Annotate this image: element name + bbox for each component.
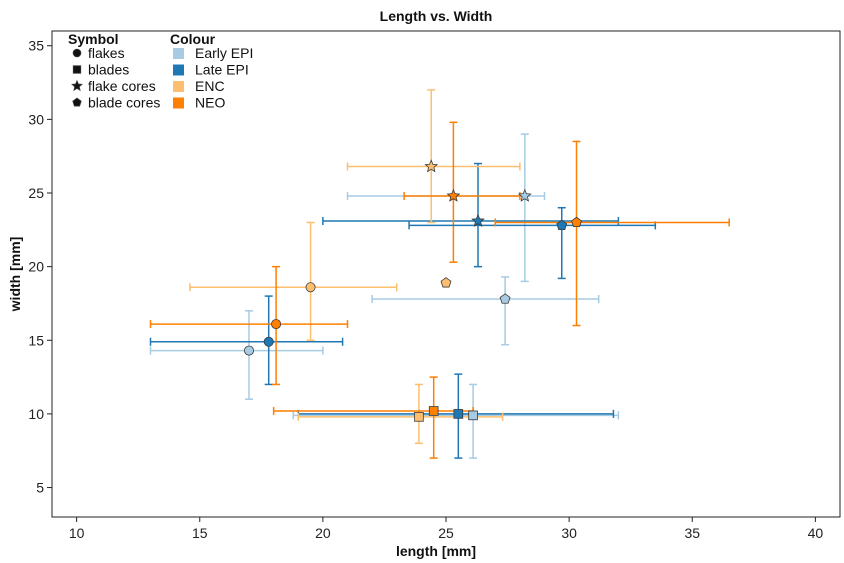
y-axis-title: width [mm] xyxy=(7,237,23,313)
blade-cores-enc-point xyxy=(440,277,452,288)
error-bars xyxy=(149,89,730,459)
legend-swatch-late-epi xyxy=(173,64,184,76)
flakes-early-epi-point xyxy=(243,345,254,356)
y-tick-label: 20 xyxy=(28,259,44,275)
legend-pentagon-icon xyxy=(72,97,82,107)
blades-enc-point xyxy=(414,412,424,422)
y-tick-label: 35 xyxy=(28,38,44,54)
blades-neo-point xyxy=(428,406,439,416)
legend-symbol-label: blades xyxy=(88,62,129,78)
blades-late-epi-point xyxy=(453,409,464,419)
legend-swatch-neo xyxy=(173,97,184,109)
x-tick-label: 10 xyxy=(69,525,85,541)
legend-swatch-enc xyxy=(173,81,184,92)
x-tick-label: 30 xyxy=(561,525,577,541)
blade-cores-early-epi-point xyxy=(499,293,511,304)
chart-title: Length vs. Width xyxy=(380,8,493,24)
y-tick-label: 30 xyxy=(28,111,44,127)
x-tick-label: 20 xyxy=(315,525,331,541)
flakes-late-epi-point xyxy=(263,336,274,347)
legend-colour-label: ENC xyxy=(195,78,225,94)
flake-cores-early-epi-point xyxy=(517,188,532,202)
legend-symbol-label: flakes xyxy=(88,45,125,61)
x-tick-label: 40 xyxy=(808,525,824,541)
y-tick-label: 25 xyxy=(28,185,44,201)
y-axis: 5 10 15 20 25 30 35 xyxy=(28,38,52,496)
legend-star-icon xyxy=(71,79,83,92)
x-axis: 10 15 20 25 30 35 40 xyxy=(69,517,824,541)
blade-cores-late-epi-point xyxy=(556,219,568,231)
blades-early-epi-point xyxy=(468,410,478,421)
legend-symbol-title: Symbol xyxy=(68,31,119,47)
x-tick-label: 35 xyxy=(684,525,700,541)
legend-symbol-label: blade cores xyxy=(88,95,160,111)
x-axis-title: length [mm] xyxy=(396,543,476,559)
legend-circle-icon xyxy=(72,48,82,58)
legend-colour-label: Early EPI xyxy=(195,45,253,61)
flakes-enc-point xyxy=(305,282,316,293)
y-tick-label: 15 xyxy=(28,332,44,348)
legend-colour-label: Late EPI xyxy=(195,62,249,78)
legend-square-icon xyxy=(72,65,82,74)
flake-cores-enc-point xyxy=(424,159,439,173)
flake-cores-late-epi-point xyxy=(471,213,485,227)
flake-cores-neo-point xyxy=(446,188,461,202)
data-markers xyxy=(243,159,582,422)
plot-frame xyxy=(51,30,841,518)
x-tick-label: 15 xyxy=(192,525,208,541)
legend-colour-title: Colour xyxy=(170,31,216,47)
blade-cores-neo-point xyxy=(571,216,582,228)
legend-swatch-early-epi xyxy=(173,48,184,59)
legend-symbol-label: flake cores xyxy=(88,78,156,94)
legend-colour-label: NEO xyxy=(195,95,225,111)
y-tick-label: 10 xyxy=(28,406,44,422)
y-tick-label: 5 xyxy=(36,480,44,496)
x-tick-label: 25 xyxy=(438,525,454,541)
flakes-neo-point xyxy=(271,319,282,330)
